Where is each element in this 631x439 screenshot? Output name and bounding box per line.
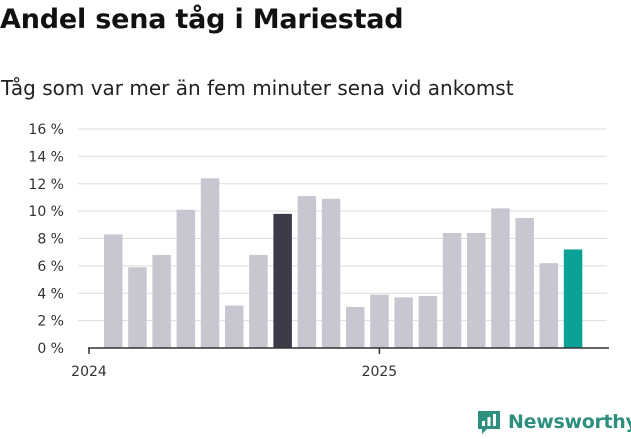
bar: 2025-02: 3.7 % <box>394 297 413 348</box>
y-tick-label: 0 % <box>37 341 64 357</box>
x-tick-label: 2024 <box>71 364 107 380</box>
y-tick-label: 8 % <box>37 232 64 248</box>
bar: 2025-03: 3.8 % <box>418 295 438 348</box>
bar: 2025-08: 6.2 % <box>539 263 559 348</box>
bar: 2024-08: 6.8 % <box>249 254 268 348</box>
bar: 2024-07: 3.1 % <box>225 305 244 348</box>
newsworthy-logo: Newsworthy <box>476 409 631 435</box>
y-tick-label: 10 % <box>28 204 64 220</box>
y-tick-label: 6 % <box>37 259 64 275</box>
y-axis-tick-labels: 0 % 2 % 4 % 6 % 8 % 10 % 12 % 14 % 16 % <box>28 122 64 357</box>
chart-title: Andel sena tåg i Mariestad <box>0 4 404 35</box>
bar: 2024-04: 6.8 % <box>152 254 171 348</box>
bar: 2025-07: 9.5 % <box>515 217 534 348</box>
y-tick-label: 16 % <box>28 122 64 138</box>
bar: 2024-06: 12.4 % <box>200 178 220 348</box>
bar: 2025-06: 10.2 % <box>491 208 510 348</box>
bar: 2025-01: 3.9 % <box>370 294 389 348</box>
bar: 2025-05: 8.4 % <box>467 233 486 348</box>
y-tick-label: 2 % <box>37 314 64 330</box>
bar: 2024-09: 9.8 % <box>273 213 292 348</box>
x-tick-label: 2025 <box>362 364 398 380</box>
chart-subtitle: Tåg som var mer än fem minuter sena vid … <box>1 76 514 100</box>
bar: 2025-04: 8.4 % <box>442 233 462 348</box>
bar: 2024-11: 10.9 % <box>321 198 341 348</box>
y-tick-label: 4 % <box>37 286 64 302</box>
bar: 2024-02: 8.3 % <box>104 234 123 348</box>
brand-name: Newsworthy <box>508 411 631 433</box>
bar: 2024-10: 11.1 % <box>297 196 317 348</box>
y-tick-label: 12 % <box>28 177 64 193</box>
newsworthy-logo-icon <box>478 411 500 434</box>
bar: 2024-03: 5.9 % <box>128 267 147 348</box>
bar: 2024-05: 10.1 % <box>176 209 196 348</box>
y-tick-label: 14 % <box>28 149 64 165</box>
bar: 2025-09: 7.2 % <box>563 249 583 348</box>
bar: 2024-12: 3 % <box>346 306 365 348</box>
x-axis-tick-labels: 2024 2025 <box>71 348 397 380</box>
bars: 2024-02: 8.3 % 2024-03: 5.9 % 2024-04: 6.8… <box>104 178 583 348</box>
